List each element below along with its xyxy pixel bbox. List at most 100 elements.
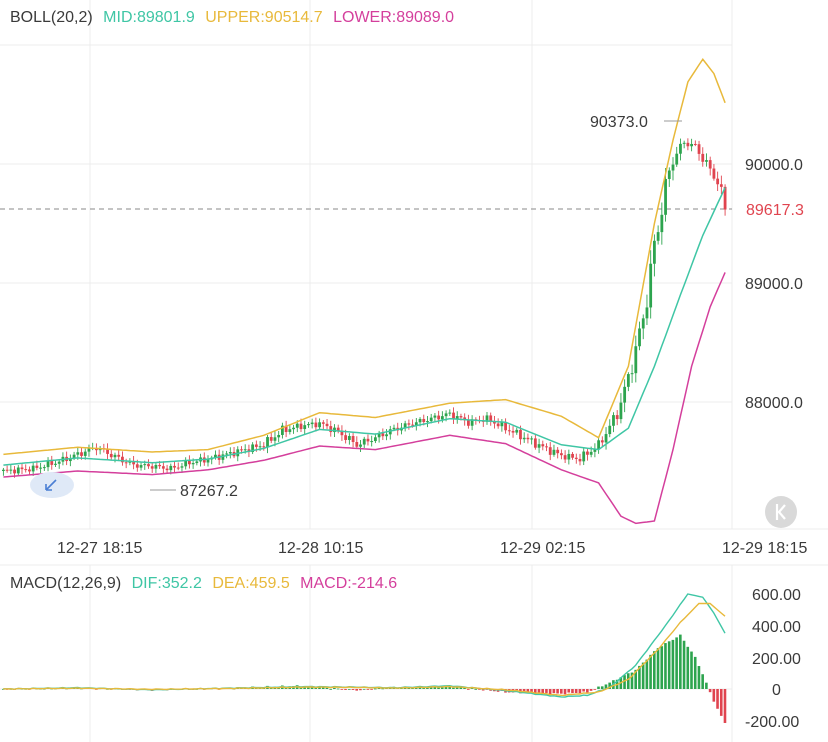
candle-body [195,461,199,464]
macd-bar [359,689,362,691]
candle-body [719,184,723,187]
boll-upper-value: UPPER:90514.7 [205,9,323,26]
candle [522,432,526,443]
candle-body [347,436,351,440]
macd-bar [452,687,455,689]
macd-bar [526,689,530,693]
candle-body [671,164,675,171]
candle [347,433,351,445]
macd-bar [626,673,630,689]
candle [165,464,169,473]
macd-bar [712,689,716,702]
candle [719,175,723,195]
candle [9,464,13,475]
candle [188,455,191,469]
macd-bar [708,689,712,693]
candle-body [303,425,307,430]
macd-bar [325,687,329,689]
candle [228,447,232,459]
candle-body [589,451,593,455]
boll-mid-value: MID:89801.9 [103,9,195,26]
candle [407,419,411,430]
candle-body [273,437,277,441]
candle [28,466,31,476]
macd-bar [522,689,526,693]
macd-bar [381,688,385,690]
macd-bar [448,686,451,689]
candle [210,455,214,465]
candle [351,432,355,448]
dif-line [3,593,726,698]
candle [470,415,474,431]
macd-bar [560,689,563,694]
macd-bar [344,689,347,690]
candle-body [693,143,697,145]
collapse-marker[interactable] [30,472,74,498]
candle-body [552,449,556,455]
candle [329,420,333,437]
candle [600,436,604,447]
macd-bar [582,689,585,692]
candle-body [634,346,638,374]
candle [46,457,50,472]
candle [467,414,470,429]
macd-bar [574,689,578,693]
candle-body [243,449,247,451]
macd-bar [578,689,582,694]
macd-bar [693,656,697,689]
candle-body [437,415,441,420]
candle-body [321,422,325,424]
candle-body [537,444,541,448]
candle [121,451,124,466]
candle [314,417,318,432]
boll-upper-line [3,58,726,456]
candle [318,418,321,430]
candle [414,418,418,431]
candle-body [80,452,83,456]
macd-y-tick-200: 200.00 [752,651,801,668]
candle [645,294,649,326]
macd-bar [455,686,459,689]
candle [701,147,705,167]
candle-body [388,429,392,435]
candle-body [314,422,318,428]
candle [608,419,612,438]
candle-body [292,427,295,430]
x-tick-12-27-1815: 12-27 18:15 [57,540,143,557]
candle-body [299,423,303,430]
candle [132,455,135,470]
candle-body [351,436,355,443]
candle [362,436,366,449]
candle-body [325,423,329,427]
candle [16,465,20,476]
macd-bar [641,662,645,689]
candle-body [716,178,720,185]
candle [455,411,459,424]
scroll-to-latest-button[interactable] [765,496,797,528]
candle-body [277,434,281,438]
candle-body [571,453,574,458]
candle-body [530,438,534,440]
candle [541,440,545,451]
candle-body [452,412,455,420]
candle [567,449,571,465]
candle [381,428,385,441]
candle [556,447,560,459]
candle [452,407,455,424]
candle [675,146,679,167]
candle-body [660,214,664,233]
candle [426,415,429,428]
y-tick-89000: 89000.0 [745,276,803,293]
candle [604,427,608,450]
macd-title: MACD(12,26,9) [10,575,121,592]
candle-body [682,142,686,144]
x-tick-12-29-0215: 12-29 02:15 [500,540,586,557]
macd-bar [362,688,366,690]
macd-bar [314,687,318,689]
candle [336,424,340,434]
candle [511,426,515,438]
candle-body [169,465,173,471]
candle [545,443,548,452]
candle-body [2,469,5,472]
